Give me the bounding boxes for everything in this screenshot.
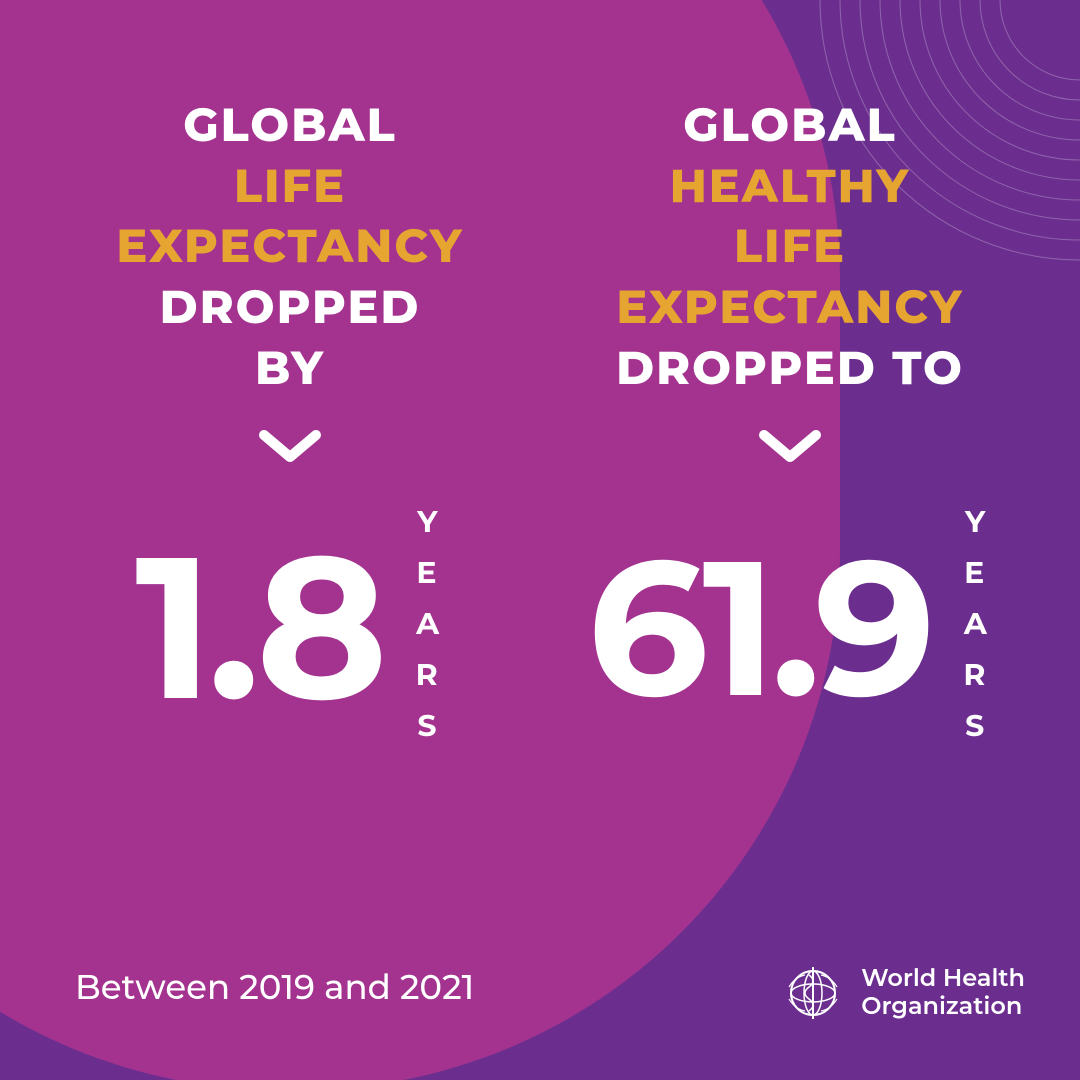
- right-heading-line: EXPECTANCY: [555, 277, 1025, 338]
- footer-date-range: Between 2019 and 2021: [75, 966, 474, 1008]
- right-heading-line: DROPPED TO: [555, 338, 1025, 399]
- right-heading-line: LIFE: [555, 216, 1025, 277]
- right-heading-line: GLOBAL: [555, 95, 1025, 156]
- left-heading-line: DROPPED: [55, 277, 525, 338]
- left-heading-line: EXPECTANCY: [55, 216, 525, 277]
- left-heading-line: BY: [55, 338, 525, 399]
- right-heading-line: HEALTHY: [555, 156, 1025, 217]
- who-logo-line: Organization: [861, 993, 1025, 1021]
- who-logo: World Health Organization: [781, 961, 1025, 1025]
- infographic-stage: GLOBAL LIFE EXPECTANCY DROPPED BY 1.8 YE…: [0, 0, 1080, 1080]
- right-value: 61.9: [587, 532, 929, 722]
- who-logo-line: World Health: [861, 965, 1025, 993]
- chevron-down-icon: [258, 427, 322, 467]
- left-heading-line: GLOBAL: [55, 95, 525, 156]
- left-value-row: 1.8 YEARS: [55, 497, 525, 758]
- right-unit: YEARS: [956, 497, 993, 758]
- right-value-row: 61.9 YEARS: [555, 497, 1025, 758]
- left-unit: YEARS: [408, 497, 445, 758]
- right-panel: GLOBAL HEALTHY LIFE EXPECTANCY DROPPED T…: [555, 95, 1025, 758]
- who-emblem-icon: [781, 961, 845, 1025]
- left-heading-line: LIFE: [55, 156, 525, 217]
- left-panel: GLOBAL LIFE EXPECTANCY DROPPED BY 1.8 YE…: [55, 95, 525, 758]
- who-logo-text: World Health Organization: [861, 965, 1025, 1020]
- chevron-down-icon: [758, 427, 822, 467]
- left-value: 1.8: [135, 527, 382, 727]
